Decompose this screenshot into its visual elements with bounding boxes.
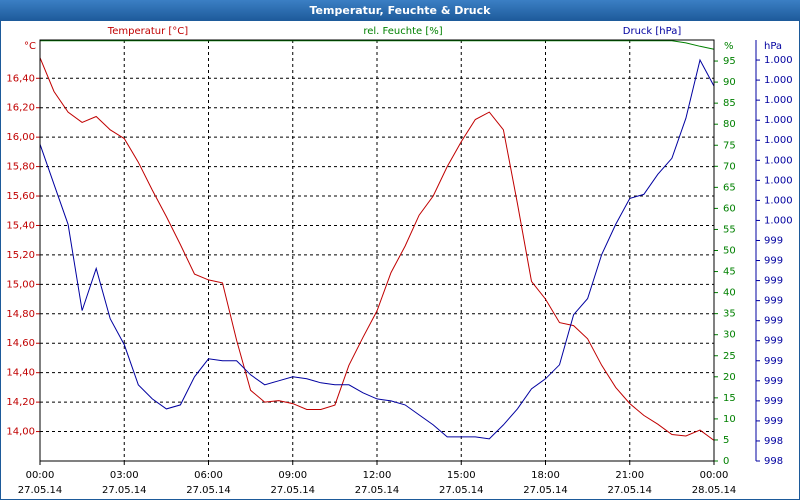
y2-tick-label: 45 — [723, 267, 736, 278]
y-tick-label: 15,80 — [6, 162, 35, 173]
x-tick-label: 15:00 — [447, 470, 476, 481]
title-bar — [0, 0, 800, 21]
y2-tick-label: 40 — [723, 288, 736, 299]
y-axis-label: Temperatur [°C] — [107, 26, 188, 37]
x-tick-label: 06:00 — [194, 470, 223, 481]
x-tick-date: 27.05.14 — [186, 485, 231, 496]
x-tick-date: 27.05.14 — [102, 485, 147, 496]
series-line — [39, 58, 715, 440]
y3-tick-label: 1.000 — [764, 55, 793, 66]
y3-tick-label: 1.000 — [764, 115, 793, 126]
x-tick-date: 27.05.14 — [439, 485, 484, 496]
y-tick-label: 14,20 — [6, 397, 35, 408]
y3-tick-label: 999 — [764, 235, 783, 246]
y3-tick-label: 998 — [764, 456, 783, 467]
y-tick-label: 16,20 — [6, 103, 35, 114]
chart-title: Temperatur, Feuchte & Druck — [310, 4, 492, 17]
y2-tick-label: 30 — [723, 330, 736, 341]
y2-tick-label: 0 — [723, 456, 729, 467]
y3-tick-label: 998 — [764, 436, 783, 447]
series-line — [40, 40, 715, 50]
y3-tick-label: 1.000 — [764, 155, 793, 166]
y2-tick-label: 25 — [723, 351, 736, 362]
y3-tick-label: 999 — [764, 396, 783, 407]
y3-tick-label: 1.000 — [764, 75, 793, 86]
y-tick-label: 16,00 — [6, 132, 35, 143]
y-tick-label: 14,60 — [6, 338, 35, 349]
x-tick-date: 27.05.14 — [270, 485, 315, 496]
y2-tick-label: 60 — [723, 203, 736, 214]
y3-tick-label: 1.000 — [764, 195, 793, 206]
y-unit: °C — [24, 41, 36, 52]
x-tick-label: 00:00 — [700, 470, 729, 481]
y3-axis-label: Druck [hPa] — [623, 26, 682, 37]
y3-tick-label: 999 — [764, 256, 783, 267]
y-tick-label: 14,40 — [6, 368, 35, 379]
y2-tick-label: 10 — [723, 414, 736, 425]
y2-tick-label: 70 — [723, 161, 736, 172]
x-tick-label: 12:00 — [363, 470, 392, 481]
y2-tick-label: 15 — [723, 393, 736, 404]
y2-tick-label: 55 — [723, 224, 736, 235]
x-tick-date: 27.05.14 — [355, 485, 400, 496]
y2-tick-label: 95 — [723, 56, 736, 67]
y-tick-label: 14,00 — [6, 427, 35, 438]
y3-tick-label: 999 — [764, 336, 783, 347]
y-tick-label: 15,60 — [6, 191, 35, 202]
y2-tick-label: 20 — [723, 372, 736, 383]
y3-tick-label: 1.000 — [764, 215, 793, 226]
y2-axis-label: rel. Feuchte [%] — [363, 26, 442, 37]
x-tick-label: 21:00 — [615, 470, 644, 481]
y-tick-label: 15,20 — [6, 250, 35, 261]
y3-unit: hPa — [764, 41, 782, 52]
y2-unit: % — [724, 41, 734, 52]
y2-tick-label: 50 — [723, 246, 736, 257]
y3-tick-label: 999 — [764, 376, 783, 387]
y2-tick-label: 90 — [723, 77, 736, 88]
x-tick-label: 18:00 — [531, 470, 560, 481]
y-tick-label: 14,80 — [6, 309, 35, 320]
series-line — [39, 57, 715, 441]
y2-tick-label: 65 — [723, 182, 736, 193]
y3-tick-label: 999 — [764, 416, 783, 427]
x-tick-label: 09:00 — [278, 470, 307, 481]
y2-tick-label: 75 — [723, 140, 736, 151]
x-tick-date: 27.05.14 — [523, 485, 568, 496]
y3-tick-label: 1.000 — [764, 175, 793, 186]
y-tick-label: 16,40 — [6, 73, 35, 84]
x-tick-date: 27.05.14 — [18, 485, 63, 496]
y2-tick-label: 85 — [723, 98, 736, 109]
plot-frame — [39, 39, 715, 462]
y3-tick-label: 1.000 — [764, 95, 793, 106]
x-tick-date: 28.05.14 — [692, 485, 737, 496]
x-tick-label: 00:00 — [26, 470, 55, 481]
y3-tick-label: 999 — [764, 356, 783, 367]
y3-tick-label: 999 — [764, 296, 783, 307]
x-tick-date: 27.05.14 — [607, 485, 652, 496]
y2-tick-label: 35 — [723, 309, 736, 320]
y-tick-label: 15,00 — [6, 279, 35, 290]
x-tick-label: 03:00 — [110, 470, 139, 481]
y3-tick-label: 1.000 — [764, 135, 793, 146]
y2-tick-label: 5 — [723, 435, 729, 446]
plot-area: 00:00 27.05.14 03:00 27.05.14 06:00 27.05.14 0… — [6, 39, 793, 496]
y2-tick-label: 80 — [723, 119, 736, 130]
y-tick-label: 15,40 — [6, 220, 35, 231]
y3-tick-label: 999 — [764, 276, 783, 287]
y3-tick-label: 999 — [764, 316, 783, 327]
